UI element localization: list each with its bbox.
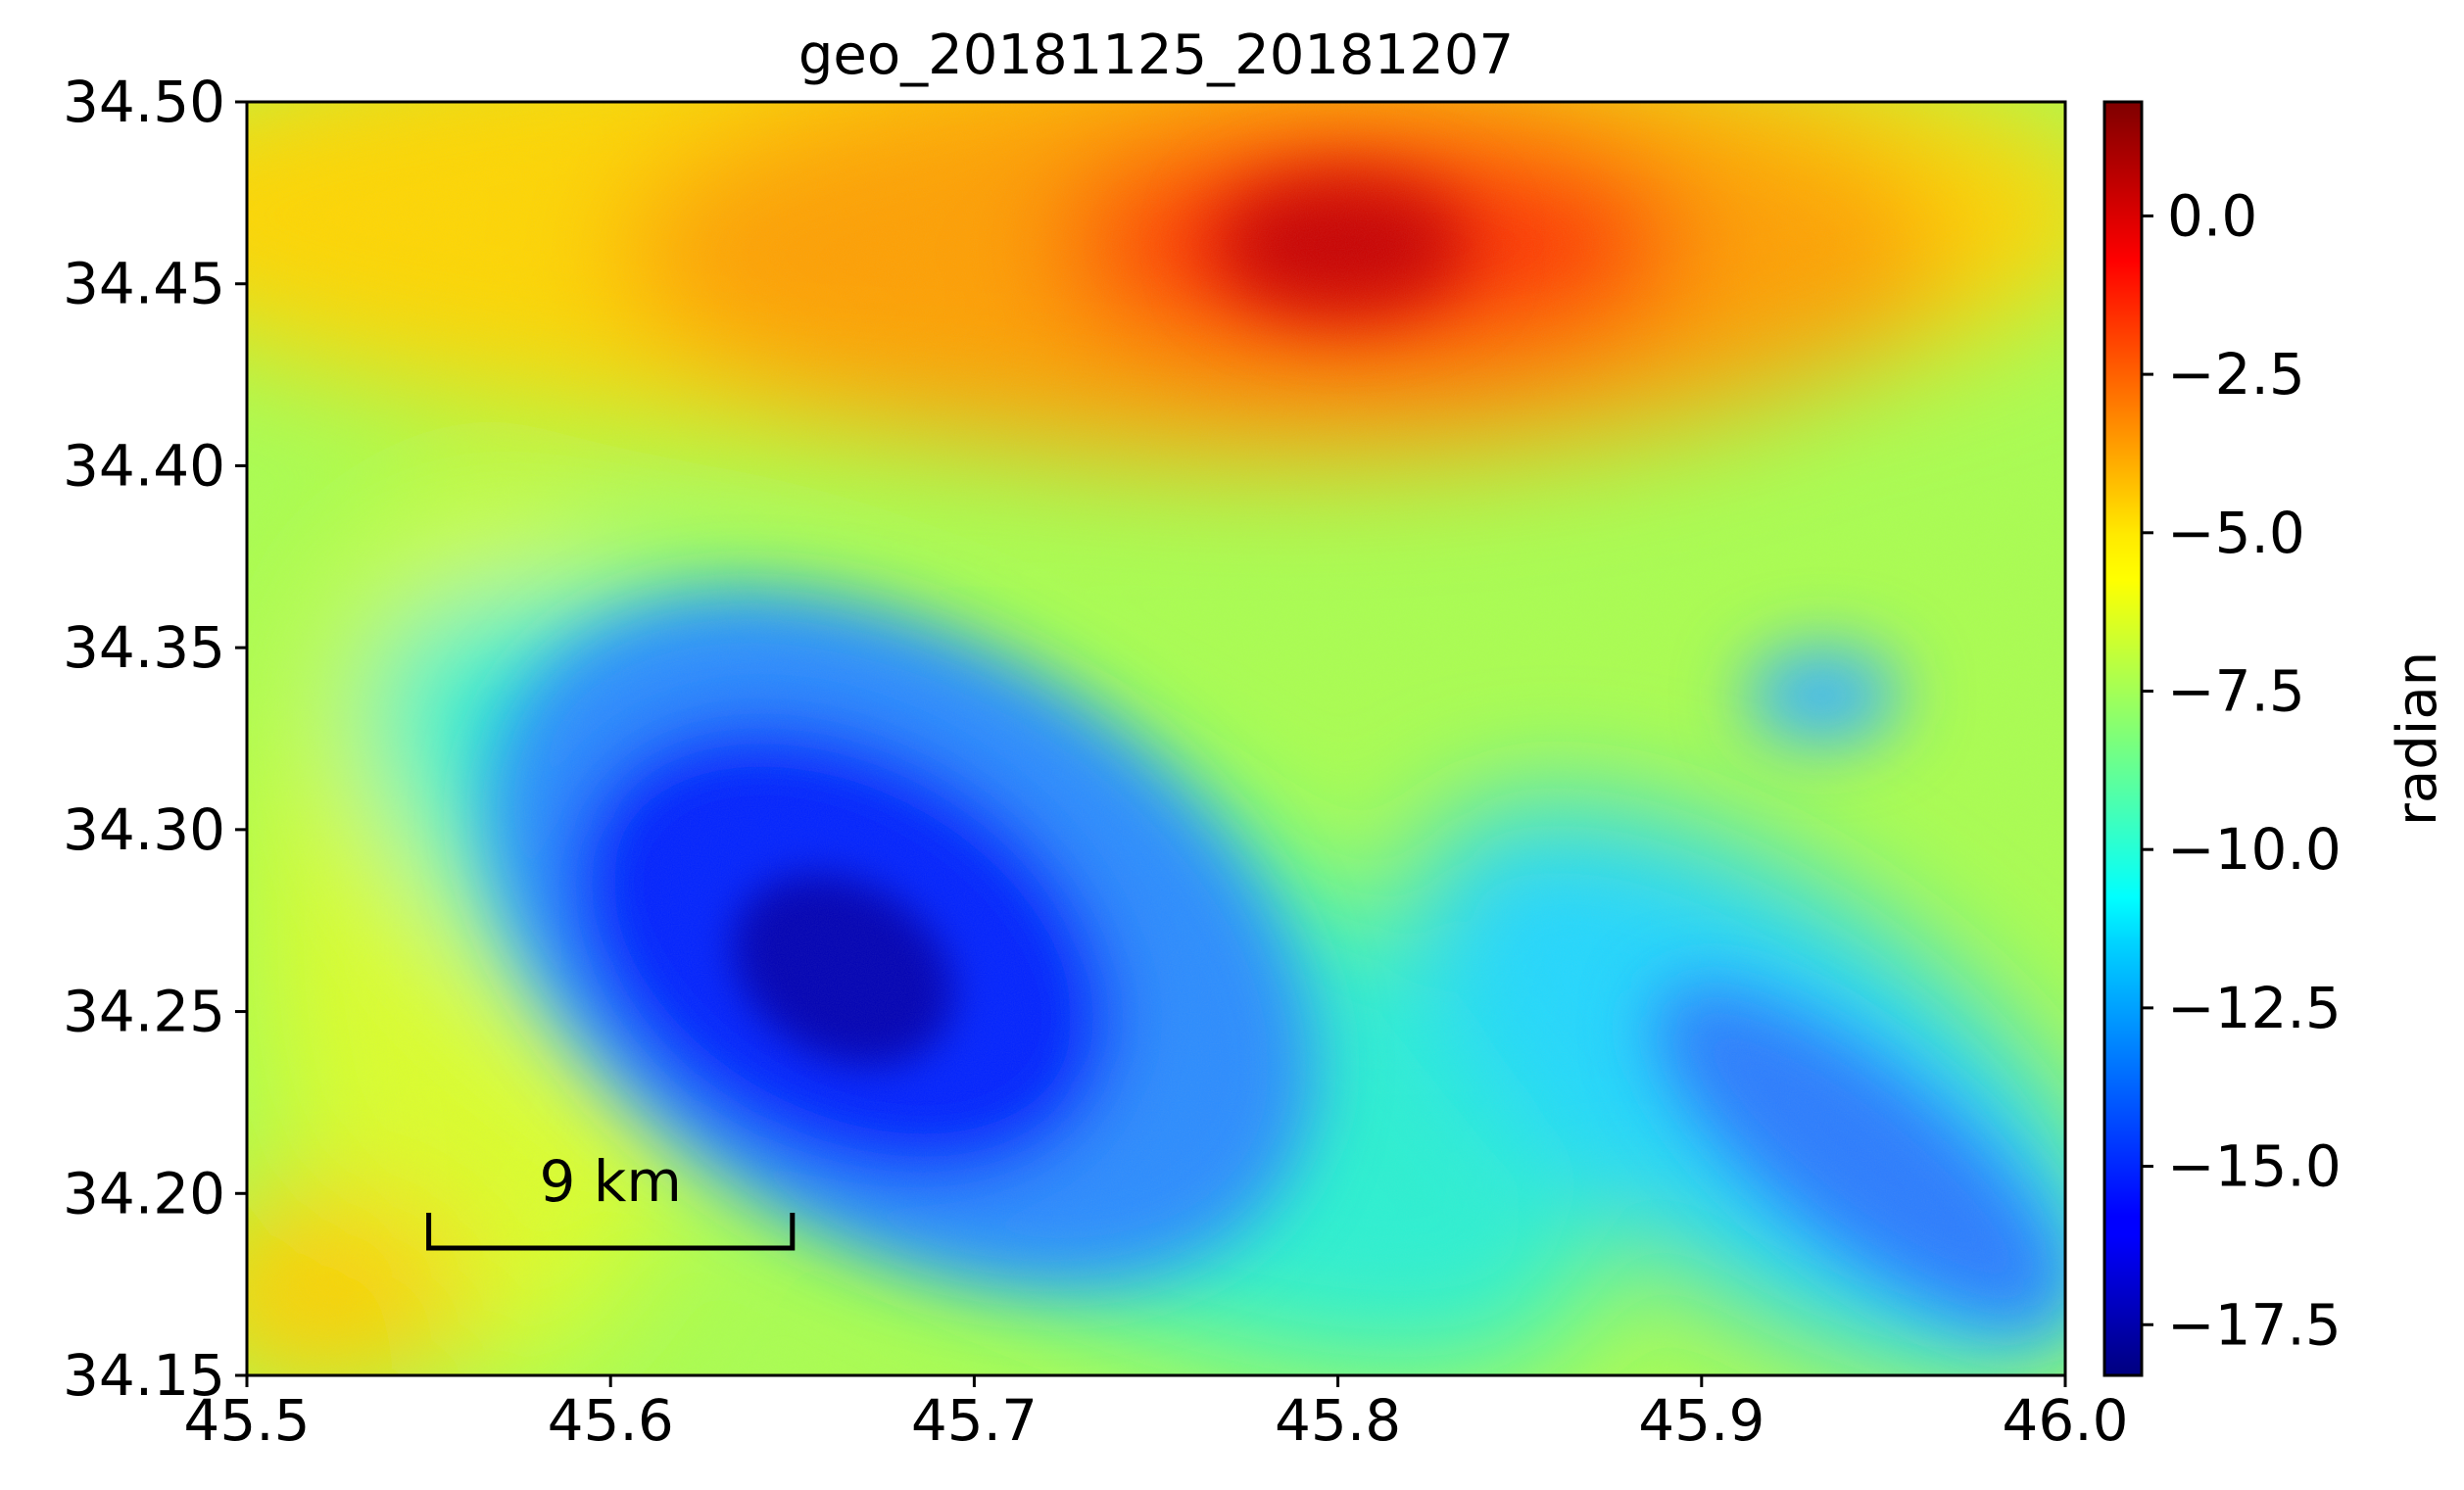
colorbar-tick-label: −7.5 [2167, 657, 2305, 724]
colorbar-ticks: 0.0 −2.5 −5.0 −7.5 −10.0 −12.5 −15.0 −17.5 [2142, 182, 2342, 1358]
y-tick-label: 34.15 [63, 1342, 225, 1409]
scale-bar: 9 km [426, 1148, 796, 1251]
colorbar-tick-label: −17.5 [2167, 1291, 2342, 1358]
x-tick-label: 45.7 [911, 1387, 1038, 1454]
y-tick-label: 34.20 [63, 1160, 225, 1226]
map-frame [245, 100, 2067, 1377]
x-tick-label: 45.9 [1638, 1387, 1764, 1454]
figure-title: geo_20181125_20181207 [798, 24, 1514, 87]
colorbar-tick-label: −5.0 [2167, 500, 2305, 566]
y-tick-label: 34.30 [63, 796, 225, 863]
phase-map [247, 102, 2065, 1375]
y-tick-label: 34.45 [63, 251, 225, 317]
colorbar-label: radian [2386, 651, 2449, 826]
colorbar: 0.0 −2.5 −5.0 −7.5 −10.0 −12.5 −15.0 −17.5 radi… [2102, 100, 2449, 1377]
x-tick-label: 45.5 [183, 1387, 310, 1454]
colorbar-gradient [2102, 100, 2144, 1377]
scale-bar-line [426, 1213, 796, 1251]
x-axis: 45.5 45.6 45.7 45.8 45.9 46.0 [183, 1375, 2129, 1454]
y-tick-label: 34.50 [63, 69, 225, 135]
scale-bar-label: 9 km [539, 1148, 681, 1215]
x-tick-label: 45.6 [548, 1387, 674, 1454]
colorbar-tick-label: −10.0 [2167, 816, 2342, 883]
y-tick-label: 34.35 [63, 614, 225, 681]
colorbar-tick-label: −12.5 [2167, 975, 2342, 1041]
y-tick-label: 34.25 [63, 979, 225, 1045]
x-tick-label: 45.8 [1275, 1387, 1401, 1454]
colorbar-tick-label: −15.0 [2167, 1133, 2342, 1200]
y-tick-label: 34.40 [63, 432, 225, 499]
colorbar-tick-label: −2.5 [2167, 341, 2305, 408]
y-axis: 34.50 34.45 34.40 34.35 34.30 34.25 34.20 34.15 [63, 69, 247, 1409]
colorbar-tick-label: 0.0 [2167, 182, 2257, 249]
x-tick-label: 46.0 [2002, 1387, 2128, 1454]
